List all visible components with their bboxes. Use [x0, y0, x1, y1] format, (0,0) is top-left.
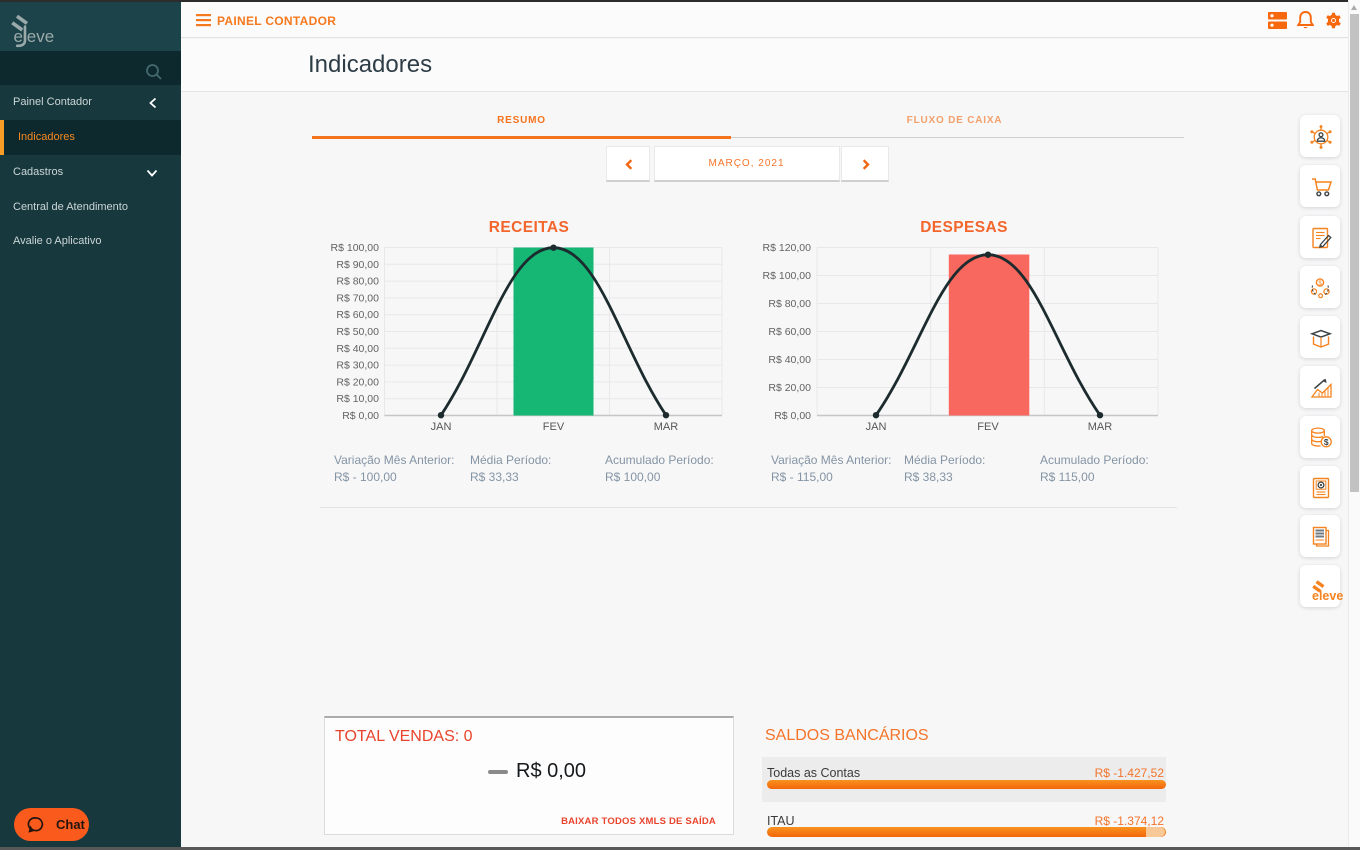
svg-text:R$ 30,00: R$ 30,00 — [336, 360, 379, 372]
svg-text:R$ 100,00: R$ 100,00 — [331, 242, 380, 254]
svg-text:R$ 0,00: R$ 0,00 — [774, 410, 811, 422]
svg-text:eve: eve — [27, 27, 54, 46]
svg-text:R$ 20,00: R$ 20,00 — [336, 376, 379, 388]
svg-text:R$ 50,00: R$ 50,00 — [336, 326, 379, 338]
svg-text:R$ 70,00: R$ 70,00 — [336, 292, 379, 304]
svg-text:R$ 10,00: R$ 10,00 — [336, 393, 379, 405]
svg-text:R$ 40,00: R$ 40,00 — [336, 343, 379, 355]
svg-text:FEV: FEV — [543, 421, 565, 433]
svg-text:R$ 80,00: R$ 80,00 — [336, 276, 379, 288]
svg-text:R$ 20,00: R$ 20,00 — [768, 382, 811, 394]
svg-text:R$ 40,00: R$ 40,00 — [768, 354, 811, 366]
svg-text:R$ 60,00: R$ 60,00 — [768, 326, 811, 338]
svg-text:R$ 60,00: R$ 60,00 — [336, 309, 379, 321]
svg-text:R$ 90,00: R$ 90,00 — [336, 259, 379, 271]
svg-text:JAN: JAN — [431, 421, 452, 433]
svg-text:$: $ — [1324, 437, 1329, 447]
svg-text:e: e — [14, 27, 23, 46]
svg-text:R$ 120,00: R$ 120,00 — [763, 242, 812, 254]
svg-text:eleve: eleve — [1312, 589, 1343, 603]
svg-text:R$ 100,00: R$ 100,00 — [763, 270, 812, 282]
svg-text:R$ 0,00: R$ 0,00 — [342, 410, 379, 422]
svg-text:$: $ — [1318, 281, 1322, 287]
svg-text:FEV: FEV — [977, 421, 999, 433]
svg-text:MAR: MAR — [1088, 421, 1113, 433]
svg-text:JAN: JAN — [866, 421, 887, 433]
svg-text:R$ 80,00: R$ 80,00 — [768, 298, 811, 310]
svg-text:MAR: MAR — [654, 421, 679, 433]
